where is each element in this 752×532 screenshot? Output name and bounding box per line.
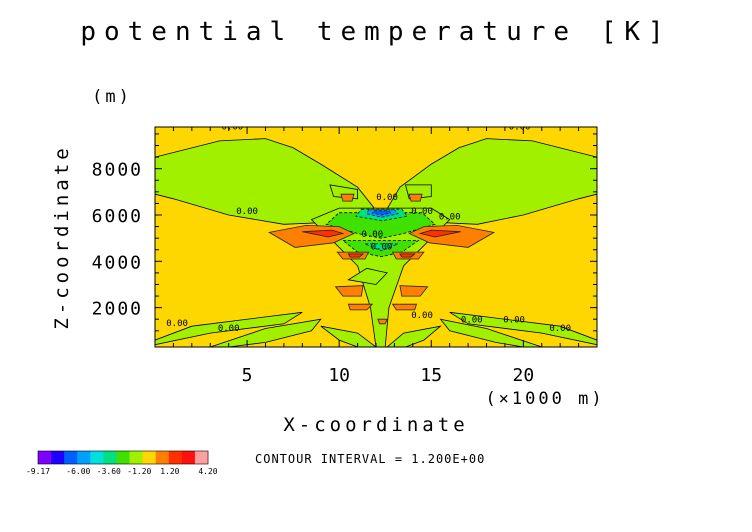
contour-label: 0.00 bbox=[222, 122, 244, 132]
x-tick-label: 5 bbox=[242, 365, 253, 386]
contour-region-15 bbox=[347, 267, 388, 285]
y-tick-label: 6000 bbox=[92, 206, 143, 227]
contour-label: 0.00 bbox=[461, 316, 483, 326]
colorbar-tick-label: -1.20 bbox=[127, 467, 151, 476]
contour-region-31 bbox=[347, 253, 365, 258]
contour-region-32 bbox=[399, 253, 416, 258]
contour-label: 0.00 bbox=[411, 207, 433, 217]
contour-region-30 bbox=[418, 229, 461, 238]
x-tick-label: 20 bbox=[512, 365, 534, 386]
contour-region-10 bbox=[449, 311, 597, 346]
contour-region-29 bbox=[302, 229, 345, 238]
contour-region-28 bbox=[408, 193, 423, 202]
colorbar-swatch bbox=[129, 451, 144, 464]
contour-label: 0.00 bbox=[371, 243, 393, 253]
contour-region-22 bbox=[334, 285, 364, 297]
contour-label: 0.00 bbox=[503, 316, 525, 326]
contour-label: 0.00 bbox=[376, 193, 398, 203]
contour-region-14 bbox=[386, 325, 442, 347]
x-tick-label: 15 bbox=[420, 365, 442, 386]
y-unit: (m) bbox=[92, 87, 132, 107]
contour-region-25 bbox=[391, 303, 418, 311]
contour-region-6 bbox=[364, 243, 399, 252]
contour-region-12 bbox=[439, 318, 542, 347]
contour-region-13 bbox=[320, 325, 377, 347]
contour-regions: 0.00 0.00 0.00 0.00 0.00 0.00 0.00 0.00 0.00 0.00… bbox=[155, 122, 597, 347]
contour-label: 0.00 bbox=[411, 311, 433, 321]
contour-region-8 bbox=[371, 210, 392, 216]
colorbar-swatch bbox=[142, 451, 157, 464]
y-tick-label: 4000 bbox=[92, 252, 143, 273]
axis-ticks: 5 10 15 20 2000 4000 6000 8000 bbox=[92, 127, 597, 386]
colorbar-swatch bbox=[155, 451, 170, 464]
colorbar-swatch bbox=[103, 451, 117, 464]
contour-region-11 bbox=[210, 318, 322, 347]
colorbar-frame bbox=[37, 450, 209, 465]
y-tick-label: 8000 bbox=[92, 160, 143, 181]
colorbar-swatch bbox=[64, 451, 78, 464]
contour-label: 0.00 bbox=[439, 213, 461, 223]
colorbar-swatch bbox=[90, 451, 104, 464]
colorbar-swatch bbox=[181, 451, 196, 464]
colorbar-tick-label: 4.20 bbox=[198, 467, 217, 476]
colorbar-swatch bbox=[168, 451, 183, 464]
colorbar-swatch bbox=[116, 451, 131, 464]
colorbar-tick-label: -9.17 bbox=[26, 467, 50, 476]
contour-region-24 bbox=[347, 303, 374, 311]
colorbar-swatch bbox=[38, 451, 52, 464]
x-tick-label: 10 bbox=[328, 365, 350, 386]
contour-interval-text: CONTOUR INTERVAL = 1.200E+00 bbox=[255, 452, 485, 466]
contour-region-3 bbox=[325, 212, 436, 239]
contour-region-26 bbox=[377, 318, 388, 325]
colorbar-tick-label: 1.20 bbox=[160, 467, 179, 476]
contour-region-27 bbox=[340, 193, 355, 202]
colorbar-tick-label: -3.60 bbox=[97, 467, 121, 476]
chart-title: potential temperature [K] bbox=[80, 17, 671, 47]
colorbar-swatch bbox=[194, 451, 209, 464]
x-unit: (×1000 m) bbox=[485, 389, 604, 409]
colorbar-tick-label: -6.00 bbox=[66, 467, 90, 476]
y-axis-label: Z-coordinate bbox=[51, 144, 73, 329]
plot-area: 0.00 0.00 0.00 0.00 0.00 0.00 0.00 0.00 0.00 0.00… bbox=[155, 122, 597, 347]
colorbar-swatch bbox=[77, 451, 91, 464]
y-tick-label: 2000 bbox=[92, 299, 143, 320]
x-axis-label: X-coordinate bbox=[283, 414, 468, 436]
contour-label: 0.00 bbox=[509, 122, 531, 132]
colorbar: -9.17 -6.00 -3.60 -1.20 1.20 4.20 bbox=[26, 450, 218, 476]
contour-region-9 bbox=[155, 311, 303, 346]
contour-label: 0.00 bbox=[549, 324, 571, 334]
contour-label: 0.00 bbox=[361, 230, 383, 240]
contour-label: 0.00 bbox=[236, 207, 258, 217]
colorbar-swatch bbox=[51, 451, 65, 464]
contour-region-23 bbox=[399, 285, 429, 297]
contour-label: 0.00 bbox=[166, 319, 188, 329]
contour-label: 0.00 bbox=[218, 324, 240, 334]
